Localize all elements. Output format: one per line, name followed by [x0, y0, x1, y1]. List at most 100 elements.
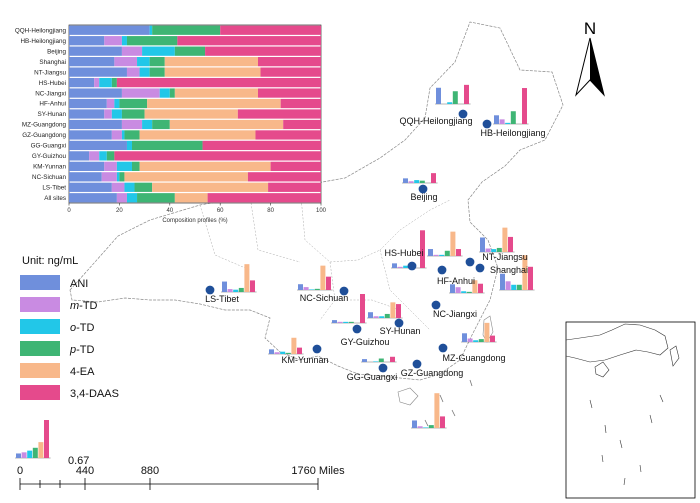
composition-bar-segment	[124, 130, 140, 140]
composition-bar-segment	[220, 25, 321, 35]
composition-bar-segment	[111, 130, 122, 140]
site-marker[interactable]	[205, 285, 215, 295]
chart-row-label: NT-Jiangsu	[34, 69, 66, 76]
site-bar	[348, 321, 354, 323]
chart-row-label: MZ-Guangdong	[22, 122, 67, 129]
site-marker[interactable]	[312, 344, 322, 354]
composition-bar-segment	[260, 67, 321, 77]
composition-bar-segment	[126, 193, 138, 203]
site-marker[interactable]	[465, 257, 475, 267]
composition-bar-segment	[169, 88, 175, 98]
composition-bar-segment	[258, 88, 321, 98]
site-label: HB-Heilongjiang	[480, 128, 545, 138]
chart-row-label: HF-Anhui	[39, 101, 66, 108]
composition-bar-segment	[69, 36, 105, 46]
site-bar	[428, 425, 434, 428]
site-marker[interactable]	[475, 263, 485, 273]
composition-bar-segment	[69, 193, 117, 203]
composition-bar-segment	[164, 67, 261, 77]
site-marker[interactable]	[431, 300, 441, 310]
site-marker[interactable]	[437, 265, 447, 275]
site-gz-guangdong: GZ-Guangdong	[401, 359, 463, 429]
site-label: QQH-Heilongjiang	[399, 116, 472, 126]
site-marker[interactable]	[394, 318, 404, 328]
site-marker[interactable]	[418, 184, 428, 194]
legend-scale-bar	[32, 447, 38, 458]
site-marker[interactable]	[378, 363, 388, 373]
site-marker[interactable]	[458, 109, 468, 119]
site-marker[interactable]	[412, 359, 422, 369]
composition-bar-segment	[69, 88, 122, 98]
site-bar	[462, 333, 467, 342]
site-bar	[373, 361, 379, 362]
site-marker[interactable]	[339, 286, 349, 296]
site-bar	[452, 91, 458, 104]
site-bar	[444, 250, 450, 256]
site-bar	[368, 312, 373, 318]
legend-swatch	[20, 297, 60, 312]
chart-row-label: KM-Yunnan	[33, 164, 66, 171]
site-label: Beijing	[410, 192, 437, 202]
composition-bar-segment	[149, 67, 165, 77]
legend: ANI m-TD o-TD p-TD 4-EA 3,4-DAAS	[20, 275, 119, 400]
composition-bar-segment	[99, 151, 107, 161]
composition-bar-segment	[144, 109, 238, 119]
chart-row-label: GG-Guangxi	[31, 143, 66, 150]
site-bar	[516, 284, 522, 290]
site-hs-hubei: HS-Hubei	[384, 230, 427, 271]
chart-row-label: NC-Sichuan	[32, 174, 66, 181]
site-bar	[343, 321, 349, 323]
site-bar	[227, 289, 233, 292]
composition-bar-segment	[169, 119, 284, 130]
composition-bar-segment	[114, 98, 120, 109]
site-hb-heilongjiang: HB-Heilongjiang	[480, 88, 546, 138]
composition-bar-segment	[89, 151, 100, 161]
composition-bar-segment	[69, 151, 90, 161]
composition-bar-segment	[116, 193, 127, 203]
site-marker[interactable]	[352, 324, 362, 334]
site-bar	[222, 281, 227, 292]
site-marker[interactable]	[482, 119, 492, 129]
scale-tick-880: 880	[141, 465, 159, 477]
composition-bar-segment	[147, 98, 281, 109]
site-layer: QQH-Heilongjiang HB-Heilongjiang Beijing Sh…	[205, 84, 546, 429]
site-bar	[285, 352, 291, 354]
site-shanghai: Shanghai	[475, 255, 535, 291]
site-bar	[499, 119, 505, 124]
composition-bar-segment	[137, 193, 175, 203]
site-nt-jiangsu: NT-Jiangsu	[465, 227, 528, 267]
legend-label: o-TD	[70, 322, 95, 334]
site-label: HS-Hubei	[384, 248, 423, 258]
site-marker[interactable]	[407, 261, 417, 271]
site-mz-guangdong: MZ-Guangdong	[438, 322, 506, 363]
site-label: HF-Anhui	[437, 276, 475, 286]
composition-bar-segment	[121, 88, 160, 98]
site-bar	[496, 247, 502, 252]
composition-bar-segment	[174, 46, 206, 56]
site-bar	[309, 289, 315, 290]
site-bar	[233, 289, 239, 292]
composition-bar-segment	[121, 119, 143, 130]
scale-bar: 0 440 880 1760 Miles	[17, 465, 345, 490]
site-bar	[412, 420, 417, 428]
composition-bar-segment	[207, 193, 321, 203]
site-gg-guangxi: GG-Guangxi	[347, 356, 397, 382]
site-bar	[461, 291, 467, 293]
composition-bar-segment	[134, 182, 153, 192]
site-bar	[417, 426, 423, 428]
site-label: Shanghai	[490, 265, 528, 275]
composition-bar-segment	[69, 161, 105, 171]
composition-bar-segment	[132, 161, 140, 171]
site-bar	[466, 291, 472, 293]
south-china-sea-inset	[565, 321, 696, 499]
scale-tick-1760: 1760 Miles	[291, 465, 345, 477]
site-marker[interactable]	[438, 343, 448, 353]
composition-bar-segment	[202, 140, 321, 151]
chart-x-tick-label: 60	[217, 208, 224, 214]
composition-bar-segment	[283, 119, 321, 130]
site-nc-jiangxi: NC-Jiangxi	[431, 280, 485, 319]
hainan-island	[397, 387, 419, 406]
composition-bar-segment	[124, 182, 135, 192]
